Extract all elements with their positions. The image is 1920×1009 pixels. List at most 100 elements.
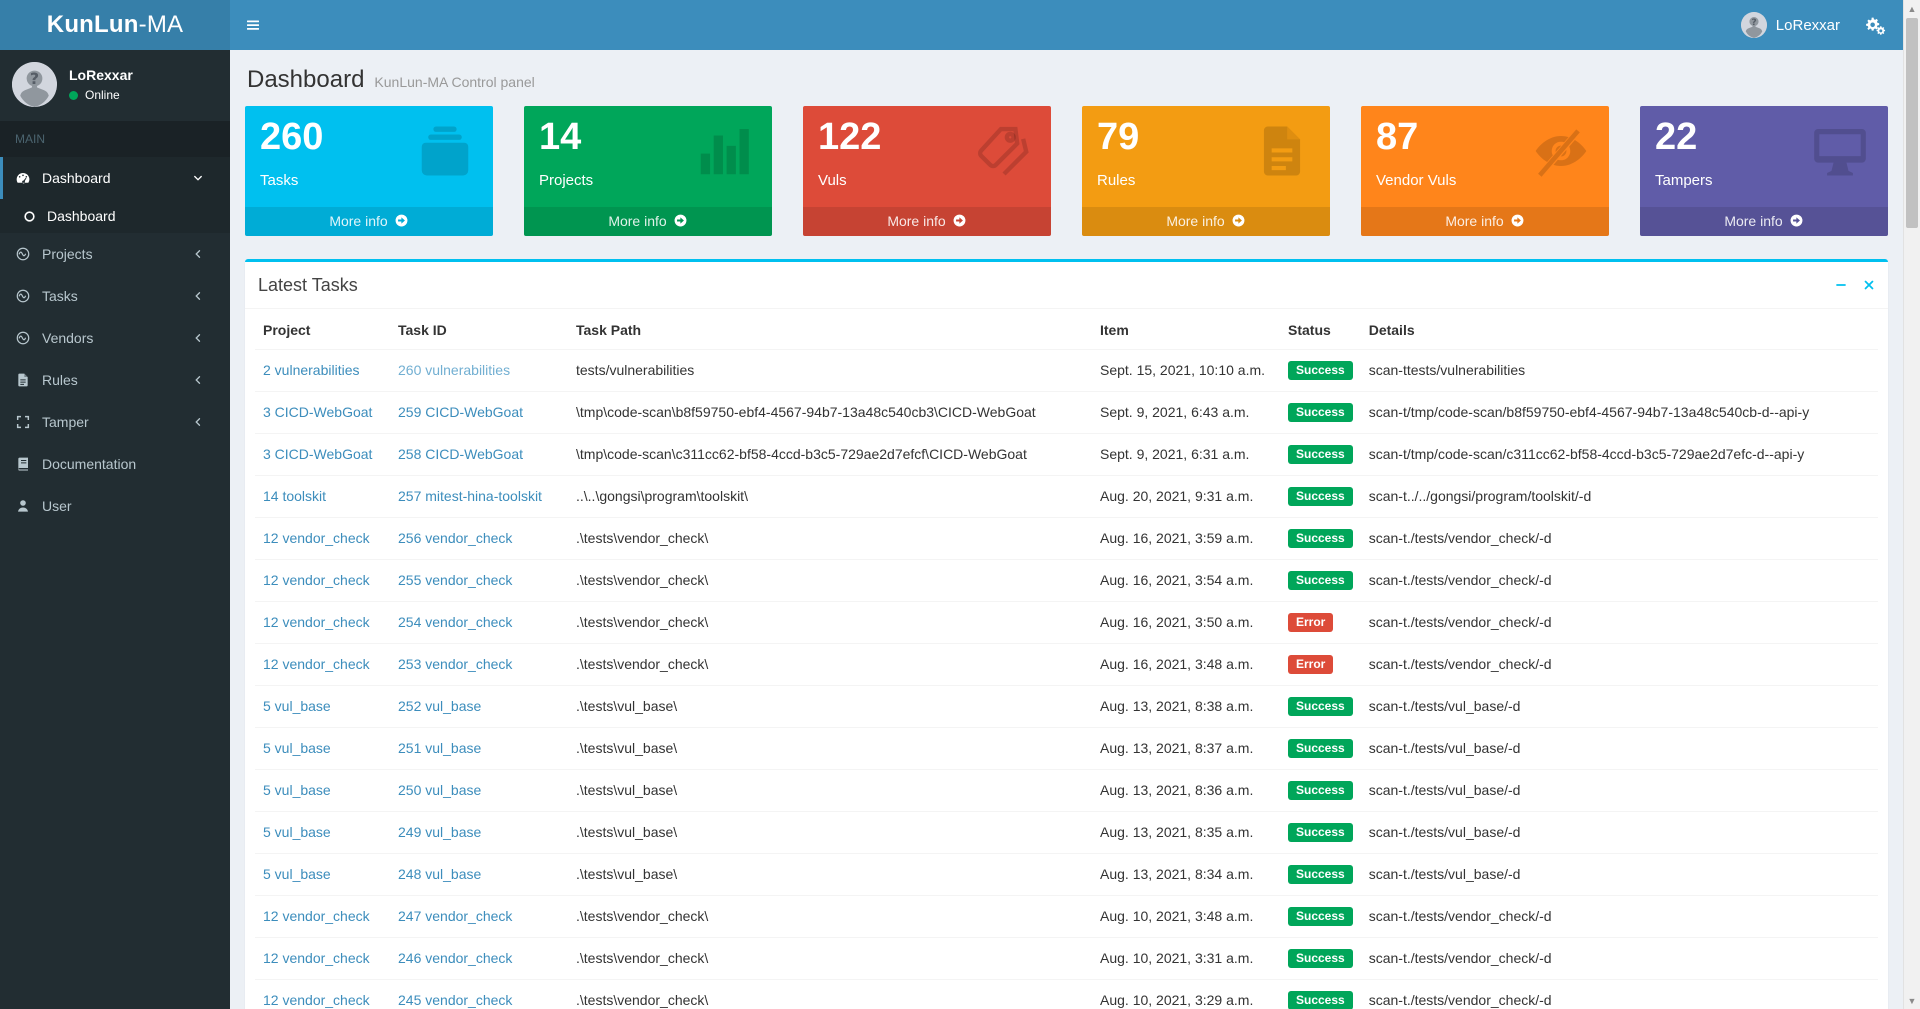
item-date-cell: Aug. 16, 2021, 3:59 a.m. xyxy=(1092,517,1280,560)
project-link[interactable]: 12 vendor_check xyxy=(263,992,370,1009)
scrollbar[interactable]: ▲ ▼ xyxy=(1903,0,1920,1009)
column-header-details: Details xyxy=(1360,310,1878,350)
more-info-link[interactable]: More info xyxy=(803,206,1051,236)
task-id-link[interactable]: 252 vul_base xyxy=(398,698,482,715)
brand-bold: KunLun xyxy=(46,11,139,38)
task-id-link[interactable]: 249 vul_base xyxy=(398,824,482,841)
task-path-cell: .\tests\vul_base\ xyxy=(568,685,1092,728)
project-link[interactable]: 14 toolskit xyxy=(263,488,327,505)
item-date-cell: Sept. 9, 2021, 6:43 a.m. xyxy=(1092,391,1280,434)
item-date-cell: Aug. 20, 2021, 9:31 a.m. xyxy=(1092,475,1280,518)
details-cell: scan-t./tests/vul_base/-d xyxy=(1360,769,1878,812)
table-row: 5 vul_base 251 vul_base .\tests\vul_base\ A… xyxy=(255,727,1878,770)
chevron-left-icon xyxy=(192,416,204,428)
chevron-left-icon xyxy=(192,374,204,386)
item-date-cell: Aug. 13, 2021, 8:34 a.m. xyxy=(1092,853,1280,896)
user-menu[interactable]: ? LoRexxar xyxy=(1731,0,1850,50)
status-badge: Success xyxy=(1288,444,1353,464)
details-cell: scan-ttests/vulnerabilities xyxy=(1360,349,1878,392)
sidebar-toggle-button[interactable] xyxy=(230,0,276,50)
latest-tasks-box: Latest Tasks Project Task ID Task Path Item… xyxy=(245,258,1888,1009)
table-row: 14 toolskit 257 mitest-hina-toolskit ..\..… xyxy=(255,475,1878,518)
collapse-box-button[interactable] xyxy=(1834,278,1848,292)
project-link[interactable]: 3 CICD-WebGoat xyxy=(263,446,373,463)
sidebar-item-tamper[interactable]: Tamper xyxy=(0,401,230,443)
chart-circle-icon xyxy=(15,246,31,262)
project-link[interactable]: 3 CICD-WebGoat xyxy=(263,404,373,421)
sidebar-item-tasks[interactable]: Tasks xyxy=(0,275,230,317)
details-cell: scan-t./tests/vul_base/-d xyxy=(1360,811,1878,854)
column-header-task-id: Task ID xyxy=(390,310,568,350)
dashboard-icon xyxy=(15,170,31,186)
task-id-link[interactable]: 248 vul_base xyxy=(398,866,482,883)
sidebar-item-documentation[interactable]: Documentation xyxy=(0,443,230,485)
settings-button[interactable] xyxy=(1858,0,1892,50)
status-badge: Success xyxy=(1288,990,1353,1009)
status-badge: Success xyxy=(1288,864,1353,884)
brand-logo[interactable]: KunLun-MA xyxy=(0,0,230,50)
sidebar-item-projects[interactable]: Projects xyxy=(0,233,230,275)
project-link[interactable]: 5 vul_base xyxy=(263,740,331,757)
details-cell: scan-t../../gongsi/program/toolskit/-d xyxy=(1360,475,1878,518)
project-link[interactable]: 12 vendor_check xyxy=(263,950,370,967)
project-link[interactable]: 2 vulnerabilities xyxy=(263,362,360,379)
task-id-link[interactable]: 254 vendor_check xyxy=(398,614,513,631)
column-header-project: Project xyxy=(255,310,390,350)
project-link[interactable]: 5 vul_base xyxy=(263,866,331,883)
scrollbar-thumb[interactable] xyxy=(1906,18,1918,228)
more-info-link[interactable]: More info xyxy=(245,206,493,236)
sidebar-menu: Dashboard Dashboard Projects Tasks Vendors Ru… xyxy=(0,157,230,527)
task-id-link[interactable]: 246 vendor_check xyxy=(398,950,513,967)
file-text-icon xyxy=(1248,120,1316,182)
desktop-icon xyxy=(1806,120,1874,182)
more-info-link[interactable]: More info xyxy=(1361,206,1609,236)
project-link[interactable]: 5 vul_base xyxy=(263,782,331,799)
project-link[interactable]: 12 vendor_check xyxy=(263,614,370,631)
sidebar-subitem-dashboard[interactable]: Dashboard xyxy=(0,199,230,233)
book-icon xyxy=(15,456,31,472)
status-badge: Success xyxy=(1288,780,1353,800)
task-id-link[interactable]: 258 CICD-WebGoat xyxy=(398,446,524,463)
tags-icon xyxy=(969,120,1037,182)
project-link[interactable]: 12 vendor_check xyxy=(263,530,370,547)
task-id-link[interactable]: 255 vendor_check xyxy=(398,572,513,589)
details-cell: scan-t./tests/vendor_check/-d xyxy=(1360,895,1878,938)
project-link[interactable]: 5 vul_base xyxy=(263,824,331,841)
scrollbar-up-arrow[interactable]: ▲ xyxy=(1907,3,1917,14)
details-cell: scan-t./tests/vul_base/-d xyxy=(1360,853,1878,896)
sidebar-item-rules[interactable]: Rules xyxy=(0,359,230,401)
task-id-link[interactable]: 260 vulnerabilities xyxy=(398,362,511,379)
more-info-link[interactable]: More info xyxy=(524,206,772,236)
task-id-link[interactable]: 257 mitest-hina-toolskit xyxy=(398,488,542,505)
more-info-link[interactable]: More info xyxy=(1082,206,1330,236)
project-link[interactable]: 12 vendor_check xyxy=(263,572,370,589)
more-info-link[interactable]: More info xyxy=(1640,206,1888,236)
sidebar-item-label: Vendors xyxy=(42,330,94,346)
task-path-cell: tests/vulnerabilities xyxy=(568,349,1092,392)
project-link[interactable]: 12 vendor_check xyxy=(263,908,370,925)
task-id-link[interactable]: 253 vendor_check xyxy=(398,656,513,673)
status-badge: Success xyxy=(1288,360,1353,380)
project-link[interactable]: 5 vul_base xyxy=(263,698,331,715)
task-id-link[interactable]: 256 vendor_check xyxy=(398,530,513,547)
task-path-cell: .\tests\vul_base\ xyxy=(568,811,1092,854)
project-link[interactable]: 12 vendor_check xyxy=(263,656,370,673)
stat-value: 260 xyxy=(260,116,324,158)
close-box-button[interactable] xyxy=(1862,278,1876,292)
table-row: 12 vendor_check 246 vendor_check .\tests\v… xyxy=(255,937,1878,980)
scrollbar-down-arrow[interactable]: ▼ xyxy=(1907,995,1917,1006)
task-path-cell: \tmp\code-scan\c311cc62-bf58-4ccd-b3c5-7… xyxy=(568,433,1092,476)
task-id-link[interactable]: 245 vendor_check xyxy=(398,992,513,1009)
sidebar-item-vendors[interactable]: Vendors xyxy=(0,317,230,359)
task-id-link[interactable]: 259 CICD-WebGoat xyxy=(398,404,524,421)
item-date-cell: Aug. 16, 2021, 3:48 a.m. xyxy=(1092,643,1280,686)
latest-tasks-header: Latest Tasks xyxy=(245,262,1888,309)
sidebar-item-dashboard[interactable]: Dashboard xyxy=(0,157,230,199)
task-id-link[interactable]: 250 vul_base xyxy=(398,782,482,799)
content-header: Dashboard KunLun-MA Control panel xyxy=(245,64,1888,106)
sidebar-user-status[interactable]: Online xyxy=(69,88,133,102)
task-id-link[interactable]: 251 vul_base xyxy=(398,740,482,757)
status-badge: Success xyxy=(1288,906,1353,926)
task-id-link[interactable]: 247 vendor_check xyxy=(398,908,513,925)
sidebar-item-user[interactable]: User xyxy=(0,485,230,527)
